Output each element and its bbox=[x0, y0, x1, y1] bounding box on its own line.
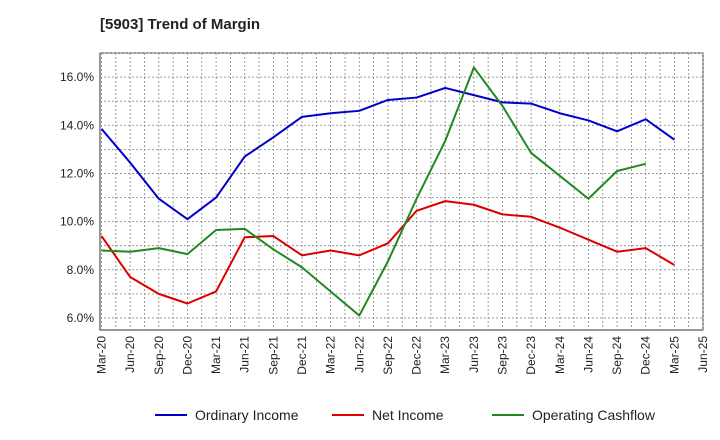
chart-title: [5903] Trend of Margin bbox=[100, 16, 261, 33]
x-tick-label: Dec-20 bbox=[180, 336, 194, 375]
x-tick-label: Jun-23 bbox=[467, 336, 481, 373]
legend-label-net-income: Net Income bbox=[372, 407, 444, 423]
x-tick-label: Jun-20 bbox=[123, 336, 137, 373]
y-tick-label: 10.0% bbox=[60, 215, 94, 229]
plot-area bbox=[99, 52, 704, 331]
x-tick-label: Jun-21 bbox=[238, 336, 252, 373]
x-tick-label: Mar-20 bbox=[95, 336, 109, 374]
x-tick-label: Dec-23 bbox=[524, 336, 538, 375]
legend: Ordinary Income Net Income Operating Cashf… bbox=[155, 407, 656, 423]
legend-label-operating-cashflow: Operating Cashflow bbox=[532, 407, 656, 423]
x-tick-label: Dec-24 bbox=[639, 336, 653, 375]
x-tick-label: Sep-22 bbox=[381, 336, 395, 375]
series-lines bbox=[100, 66, 675, 317]
legend-label-ordinary-income: Ordinary Income bbox=[195, 407, 299, 423]
x-tick-label: Sep-23 bbox=[496, 336, 510, 375]
x-tick-label: Mar-23 bbox=[438, 336, 452, 374]
series-line-net-income bbox=[100, 200, 675, 305]
x-tick-label: Jun-24 bbox=[581, 336, 595, 373]
gridlines bbox=[100, 52, 704, 330]
axis-ticks: 6.0% 8.0% 10.0% 12.0% 14.0% 16.0% Mar-20 Jun-20… bbox=[60, 70, 710, 375]
series-line-ordinary-income bbox=[100, 86, 675, 221]
x-tick-label: Dec-21 bbox=[295, 336, 309, 375]
x-tick-label: Mar-25 bbox=[667, 336, 681, 374]
x-tick-label: Sep-21 bbox=[266, 336, 280, 375]
x-tick-label: Sep-20 bbox=[152, 336, 166, 375]
x-tick-label: Mar-24 bbox=[553, 336, 567, 374]
series-line-operating-cashflow bbox=[101, 66, 646, 317]
x-tick-label: Jun-25 bbox=[696, 336, 710, 373]
x-tick-label: Jun-22 bbox=[352, 336, 366, 373]
y-tick-label: 16.0% bbox=[60, 70, 94, 84]
x-tick-label: Mar-22 bbox=[324, 336, 338, 374]
y-tick-label: 14.0% bbox=[60, 118, 94, 132]
y-tick-label: 8.0% bbox=[67, 263, 95, 277]
x-tick-label: Dec-22 bbox=[410, 336, 424, 375]
x-tick-label: Sep-24 bbox=[610, 336, 624, 375]
x-tick-label: Mar-21 bbox=[209, 336, 223, 374]
y-tick-label: 6.0% bbox=[67, 311, 95, 325]
y-tick-label: 12.0% bbox=[60, 166, 94, 180]
